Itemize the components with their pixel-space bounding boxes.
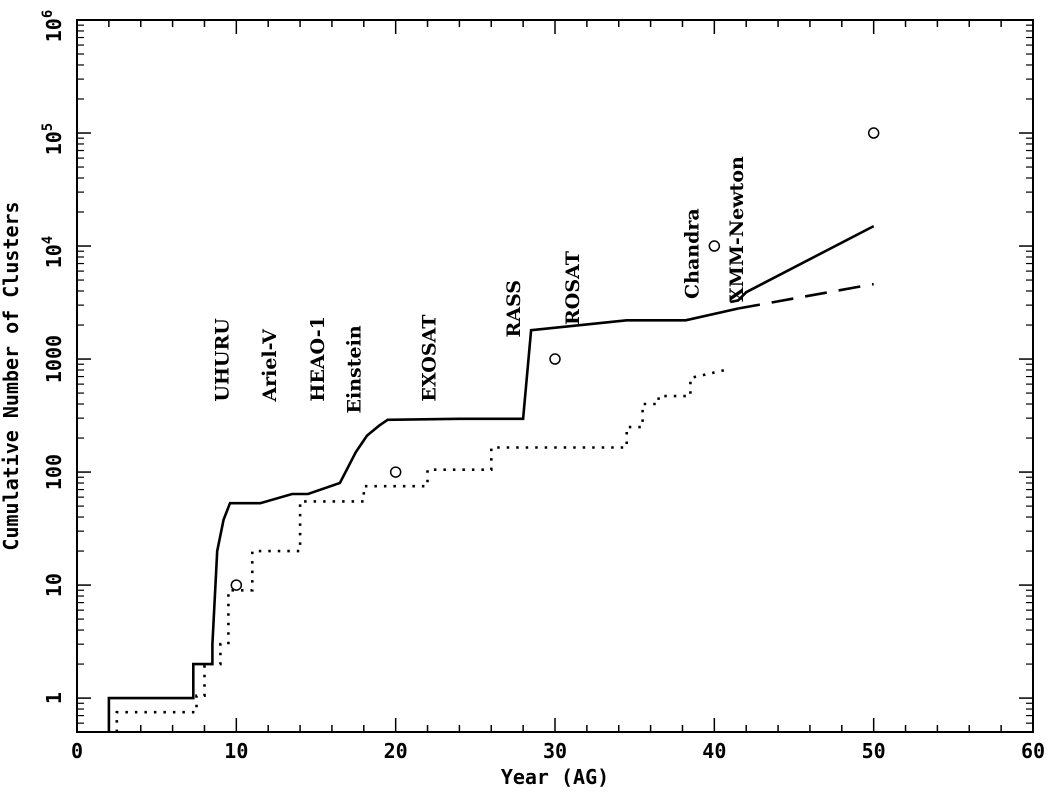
x-tick-label: 0	[71, 739, 83, 763]
y-tick-label-exponent: 4	[40, 236, 56, 244]
y-tick-label-exponent: 6	[40, 10, 56, 18]
series-dotted-line	[115, 367, 731, 733]
data-point	[708, 240, 721, 252]
y-tick-label: 100	[42, 454, 66, 490]
y-tick-label: 10	[42, 573, 66, 597]
y-tick-label: 1000	[42, 335, 66, 383]
series-dashed-line	[737, 282, 874, 310]
y-tick-label-base: 10	[42, 18, 66, 42]
y-tick-label: 1	[42, 692, 66, 704]
mission-label: ROSAT	[562, 251, 584, 325]
x-axis-title: Year (AG)	[501, 765, 609, 789]
x-tick-label: 40	[702, 739, 726, 763]
points-layer	[230, 127, 880, 591]
series-layer	[107, 224, 875, 733]
mission-label: HEAO-1	[307, 316, 329, 402]
series-solid-line	[107, 307, 739, 733]
axis-ticks	[76, 19, 1034, 732]
mission-label: Einstein	[344, 325, 366, 413]
x-tick-label: 10	[224, 739, 248, 763]
data-point	[867, 127, 880, 139]
y-tick-label: 105	[40, 123, 66, 156]
mission-label: EXOSAT	[419, 315, 441, 402]
x-tick-label: 50	[862, 739, 886, 763]
annotation-layer: UHURU Ariel-V HEAO-1 Einstein EXOSAT RASS ROSA…	[211, 156, 748, 413]
y-tick-label-base: 10	[42, 244, 66, 268]
y-tick-label-base: 10	[42, 131, 66, 155]
y-tick-label: 104	[40, 236, 66, 269]
y-tick-label-exponent: 5	[40, 123, 56, 131]
data-point	[549, 353, 561, 365]
mission-label: Chandra	[681, 208, 703, 299]
data-point	[389, 466, 402, 478]
mission-label: UHURU	[211, 318, 233, 402]
mission-label: RASS	[503, 280, 525, 338]
series-solid-line	[730, 224, 875, 304]
mission-label: Ariel-V	[259, 328, 281, 403]
mission-label: XMM-Newton	[726, 156, 748, 302]
x-tick-label: 20	[384, 739, 408, 763]
data-point	[230, 579, 243, 591]
x-tick-label: 60	[1021, 739, 1045, 763]
y-axis-title: Cumulative Number of Clusters	[0, 201, 23, 550]
y-tick-label: 106	[40, 10, 66, 43]
x-tick-label: 30	[543, 739, 567, 763]
